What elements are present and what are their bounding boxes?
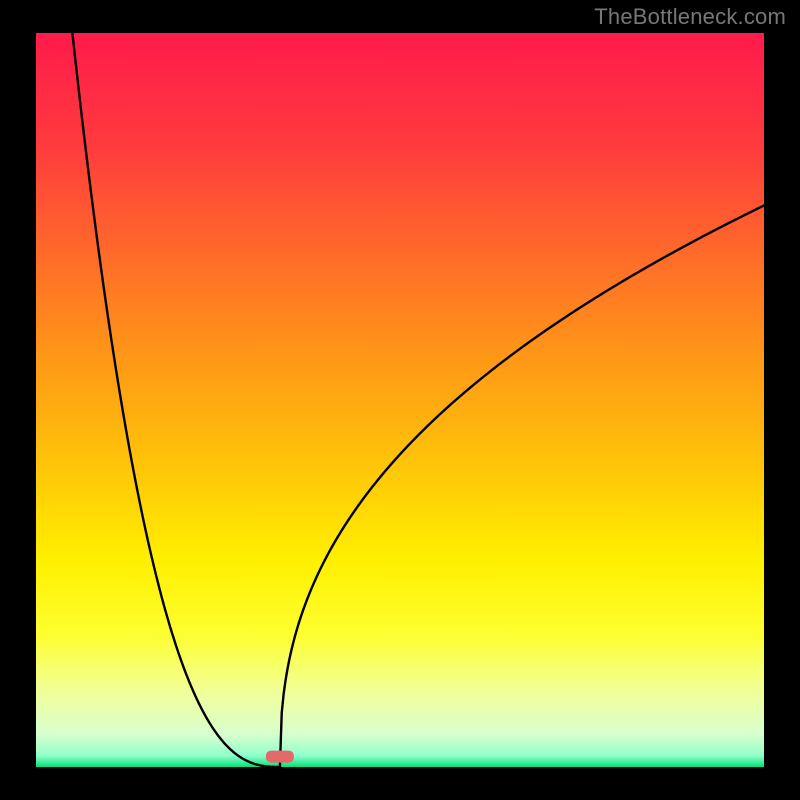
plot-background: [36, 33, 764, 767]
root: TheBottleneck.com: [0, 0, 800, 800]
frame-left: [0, 0, 36, 800]
frame-right: [764, 0, 800, 800]
chart-svg: [0, 0, 800, 800]
watermark-text: TheBottleneck.com: [594, 4, 786, 30]
frame-bottom: [0, 767, 800, 800]
min-marker: [266, 751, 294, 763]
